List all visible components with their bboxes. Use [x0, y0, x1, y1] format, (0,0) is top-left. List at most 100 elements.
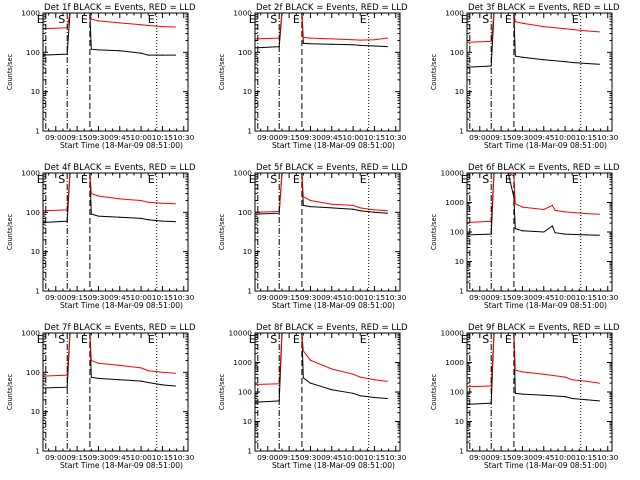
data-point-lld [119, 364, 121, 366]
axes-frame [42, 172, 189, 292]
data-point-events [331, 207, 333, 209]
data-point-events [174, 221, 176, 223]
data-point-events [521, 393, 524, 395]
panel-title: Det 4f BLACK = Events, RED = LLD [44, 163, 196, 173]
x-tick-label: 10:00 [554, 453, 576, 462]
x-tick-label: 10:00 [342, 133, 364, 142]
data-point-lld [302, 36, 304, 39]
data-point-lld [140, 199, 142, 202]
y-tick-label: 1 [35, 447, 40, 456]
marker-label: S [270, 173, 277, 186]
x-axis-label: Start Time (18-Mar-09 08:51:00) [272, 141, 395, 150]
marker-label: E [148, 173, 155, 186]
data-point-lld [119, 198, 121, 200]
data-point-lld [386, 380, 388, 382]
series-line-lld [467, 13, 600, 43]
y-axis-label: Counts/sec [430, 373, 438, 410]
data-point-lld [309, 359, 311, 361]
y-tick-label: 10 [31, 247, 41, 256]
data-point-lld [359, 39, 361, 41]
data-point-events [585, 399, 588, 401]
data-point-events [90, 213, 92, 215]
y-tick-label: 1 [247, 287, 252, 296]
data-point-events [331, 43, 333, 45]
data-point-events [302, 42, 304, 44]
y-tick-label: 10000 [440, 169, 464, 178]
data-point-events [373, 45, 375, 47]
x-axis-label: Start Time (18-Mar-09 08:51:00) [484, 461, 607, 470]
panel-title: Det 8f BLACK = Events, RED = LLD [256, 323, 408, 333]
data-point-lld [147, 24, 149, 27]
data-point-lld [598, 31, 600, 33]
x-tick-label: 09:00 [257, 293, 279, 302]
x-tick-label: 10:30 [597, 133, 619, 142]
data-point-lld [174, 26, 176, 28]
marker-label: E [293, 13, 300, 26]
x-tick-label: 10:00 [554, 133, 576, 142]
data-point-events [352, 392, 354, 394]
x-tick-label: 09:00 [469, 133, 491, 142]
data-point-events [585, 62, 588, 65]
marker-label: E [249, 173, 256, 186]
series-line-lld [255, 13, 388, 41]
data-point-lld [514, 369, 516, 371]
data-point-lld [598, 382, 600, 384]
series-line-lld [43, 333, 176, 377]
data-point-events [66, 386, 68, 388]
axes-frame [466, 332, 613, 452]
data-point-lld [521, 206, 524, 208]
y-tick-label: 1 [35, 287, 40, 296]
data-point-events [571, 397, 573, 400]
y-tick-label: 1 [459, 447, 464, 456]
x-tick-label: 09:45 [533, 453, 555, 462]
axes-frame [42, 332, 189, 452]
marker-label: E [37, 333, 44, 346]
x-axis-label: Start Time (18-Mar-09 08:51:00) [484, 301, 607, 310]
data-point-events [161, 384, 163, 386]
data-point-lld [551, 204, 553, 206]
data-point-lld [161, 202, 163, 204]
data-point-events [373, 211, 375, 213]
data-point-lld [598, 213, 600, 215]
marker-label: S [58, 13, 65, 26]
series-line-lld [43, 173, 176, 212]
x-tick-label: 09:30 [300, 133, 322, 142]
data-point-events [352, 208, 354, 210]
axes-frame [254, 172, 401, 292]
x-tick-label: 09:45 [321, 133, 343, 142]
data-point-events [161, 54, 163, 56]
x-tick-label: 09:30 [512, 293, 534, 302]
y-tick-label: 1000 [21, 9, 40, 18]
data-point-lld [564, 211, 566, 213]
y-tick-label: 100 [238, 388, 252, 397]
marker-label: E [505, 333, 512, 346]
data-point-lld [174, 203, 176, 205]
x-tick-label: 09:15 [278, 293, 300, 302]
data-point-lld [352, 204, 354, 206]
data-point-lld [147, 370, 149, 372]
x-axis-label: Start Time (18-Mar-09 08:51:00) [484, 141, 607, 150]
data-point-lld [585, 380, 588, 382]
y-tick-label: 10000 [228, 329, 252, 338]
data-point-lld [161, 371, 163, 373]
axes-frame [254, 332, 401, 452]
data-point-lld [90, 18, 92, 20]
y-tick-label: 10 [31, 87, 41, 96]
marker-label: E [293, 173, 300, 186]
data-point-events [564, 396, 566, 398]
y-tick-label: 1000 [233, 358, 252, 367]
data-point-lld [309, 199, 311, 202]
marker-label: S [58, 173, 65, 186]
y-axis-label: Counts/sec [218, 53, 226, 90]
x-tick-label: 09:45 [533, 293, 555, 302]
x-tick-label: 10:15 [364, 453, 386, 462]
data-point-events [309, 206, 311, 208]
y-tick-label: 100 [238, 48, 252, 57]
y-tick-label: 1 [459, 127, 464, 136]
marker-label: E [37, 173, 44, 186]
data-point-events [140, 217, 142, 219]
data-point-lld [331, 38, 333, 40]
marker-label: E [81, 13, 88, 26]
